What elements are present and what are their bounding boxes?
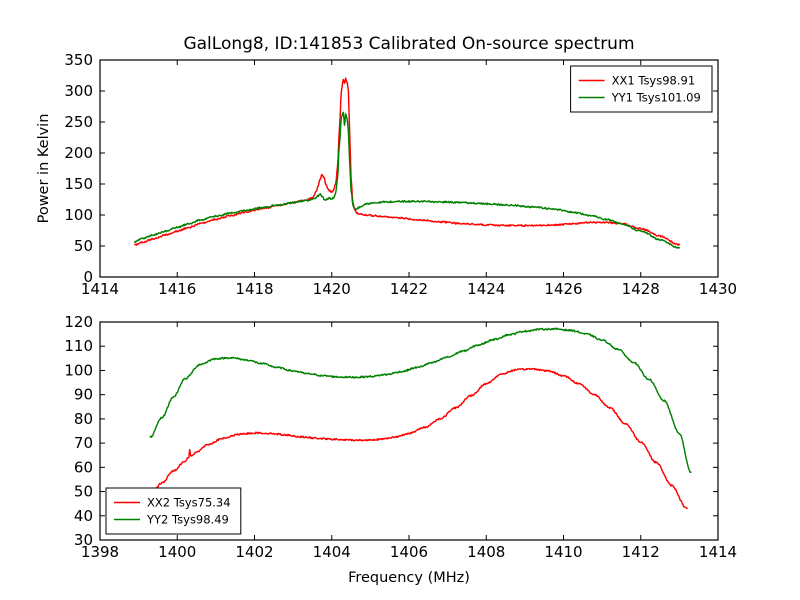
legend-lower-spectrum[interactable]: XX2 Tsys75.34 YY2 Tsys98.49 bbox=[105, 487, 242, 535]
x-tick-label: 1422 bbox=[390, 280, 428, 298]
x-tick-label: 1414 bbox=[699, 543, 737, 561]
y-tick-label: 40 bbox=[74, 507, 93, 525]
legend-frame bbox=[105, 487, 242, 535]
x-tick-label: 1398 bbox=[81, 543, 119, 561]
series-line bbox=[149, 327, 692, 474]
y-tick-label: 70 bbox=[74, 434, 93, 452]
x-tick-label: 1408 bbox=[467, 543, 505, 561]
series-line bbox=[149, 367, 688, 510]
y-tick-label: 110 bbox=[64, 337, 93, 355]
series-line bbox=[134, 77, 681, 246]
y-tick-label: 300 bbox=[64, 82, 93, 100]
x-axis-label: Frequency (MHz) bbox=[348, 570, 470, 586]
series-group bbox=[149, 327, 692, 510]
x-tick-label: 1404 bbox=[313, 543, 351, 561]
y-tick-label: 120 bbox=[64, 313, 93, 331]
y-axis-label: Power in Kelvin bbox=[36, 114, 52, 224]
y-tick-label: 100 bbox=[64, 206, 93, 224]
x-tick-label: 1400 bbox=[158, 543, 196, 561]
y-tick-label: 250 bbox=[64, 113, 93, 131]
y-tick-label: 350 bbox=[64, 51, 93, 69]
x-tick-label: 1426 bbox=[544, 280, 582, 298]
x-tick-label: 1412 bbox=[622, 543, 660, 561]
plot-title: GalLong8, ID:141853 Calibrated On-source… bbox=[183, 34, 634, 54]
x-tick-label: 1410 bbox=[544, 543, 582, 561]
series-group bbox=[134, 77, 681, 249]
axes-upper-spectrum: 1414 1416 1418 1420 1422 1424 1426 1428 1430 0 50 1… bbox=[36, 34, 737, 298]
x-tick-label: 1402 bbox=[235, 543, 273, 561]
x-tick-label: 1416 bbox=[158, 280, 196, 298]
legend-label: XX1 Tsys98.91 bbox=[612, 74, 696, 88]
x-tick-label: 1414 bbox=[81, 280, 119, 298]
y-tick-label: 80 bbox=[74, 410, 93, 428]
legend-label: YY1 Tsys101.09 bbox=[611, 91, 701, 105]
y-tick-label: 0 bbox=[83, 268, 93, 286]
y-tick-label: 100 bbox=[64, 361, 93, 379]
x-tick-label: 1430 bbox=[699, 280, 737, 298]
legend-label: YY2 Tsys98.49 bbox=[146, 513, 229, 527]
legend-upper-spectrum[interactable]: XX1 Tsys98.91 YY1 Tsys101.09 bbox=[570, 65, 713, 113]
y-tick-label: 90 bbox=[74, 386, 93, 404]
legend-label: XX2 Tsys75.34 bbox=[147, 496, 231, 510]
x-tick-label: 1424 bbox=[467, 280, 505, 298]
axes-lower-spectrum: 1398 1400 1402 1404 1406 1408 1410 1412 1414 30 40… bbox=[64, 313, 737, 586]
y-tick-label: 50 bbox=[74, 483, 93, 501]
y-tick-label: 50 bbox=[74, 237, 93, 255]
x-tick-label: 1406 bbox=[390, 543, 428, 561]
series-line bbox=[134, 111, 681, 249]
y-tick-label: 200 bbox=[64, 144, 93, 162]
y-tick-label: 30 bbox=[74, 531, 93, 549]
legend-frame bbox=[570, 65, 713, 113]
y-tick-label: 60 bbox=[74, 458, 93, 476]
x-tick-label: 1418 bbox=[235, 280, 273, 298]
y-tick-label: 150 bbox=[64, 175, 93, 193]
x-tick-label: 1428 bbox=[622, 280, 660, 298]
x-tick-label: 1420 bbox=[313, 280, 351, 298]
